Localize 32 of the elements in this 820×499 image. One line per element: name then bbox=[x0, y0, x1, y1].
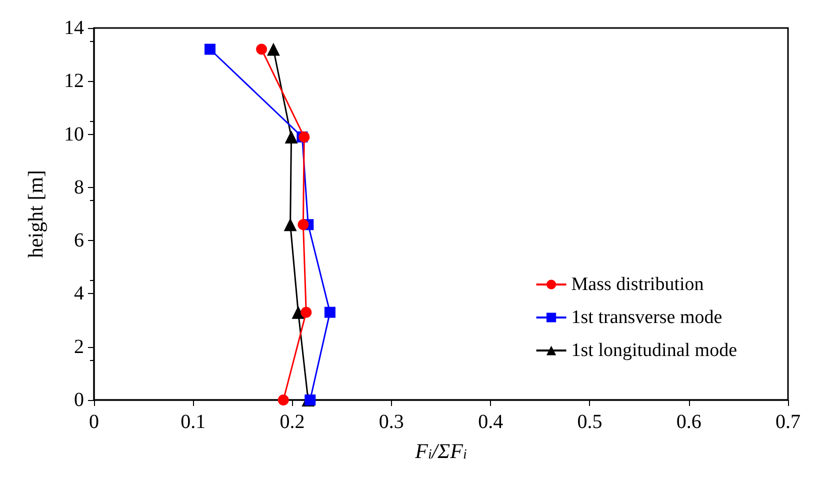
point bbox=[204, 44, 216, 55]
x-tick-label: 0.4 bbox=[478, 411, 504, 433]
y-tick-label: 10 bbox=[64, 123, 84, 146]
point bbox=[284, 130, 298, 144]
x-tick-label: 0.3 bbox=[378, 411, 404, 433]
y-tick-label: 6 bbox=[74, 230, 84, 252]
point bbox=[298, 219, 309, 230]
x-tick-label: 0.2 bbox=[280, 411, 305, 433]
y-tick-label: 14 bbox=[64, 17, 84, 39]
point bbox=[324, 306, 336, 318]
y-tick-label: 4 bbox=[74, 282, 84, 305]
point bbox=[266, 42, 280, 56]
point bbox=[284, 218, 297, 232]
x-axis-title: Fi/ΣFi bbox=[414, 439, 467, 463]
legend-label: 1st longitudinal mode bbox=[571, 340, 738, 361]
point bbox=[256, 44, 268, 55]
y-tick-label: 12 bbox=[64, 70, 84, 92]
x-tick-label: 0.1 bbox=[180, 411, 206, 433]
point bbox=[300, 306, 312, 318]
legend-label: Mass distribution bbox=[571, 274, 704, 295]
x-tick-label: 0.7 bbox=[776, 411, 800, 433]
point bbox=[278, 394, 289, 406]
x-tick-label: 0.5 bbox=[577, 411, 602, 433]
y-axis-title: height [m] bbox=[24, 170, 48, 258]
point bbox=[304, 394, 316, 406]
legend-label: 1st transverse mode bbox=[571, 307, 722, 328]
point bbox=[292, 306, 305, 319]
x-tick-label: 0.6 bbox=[676, 411, 702, 433]
y-tick-label: 0 bbox=[74, 389, 84, 411]
y-tick-label: 8 bbox=[74, 176, 84, 198]
y-tick-label: 2 bbox=[74, 336, 84, 358]
x-tick-label: 0 bbox=[89, 411, 99, 433]
